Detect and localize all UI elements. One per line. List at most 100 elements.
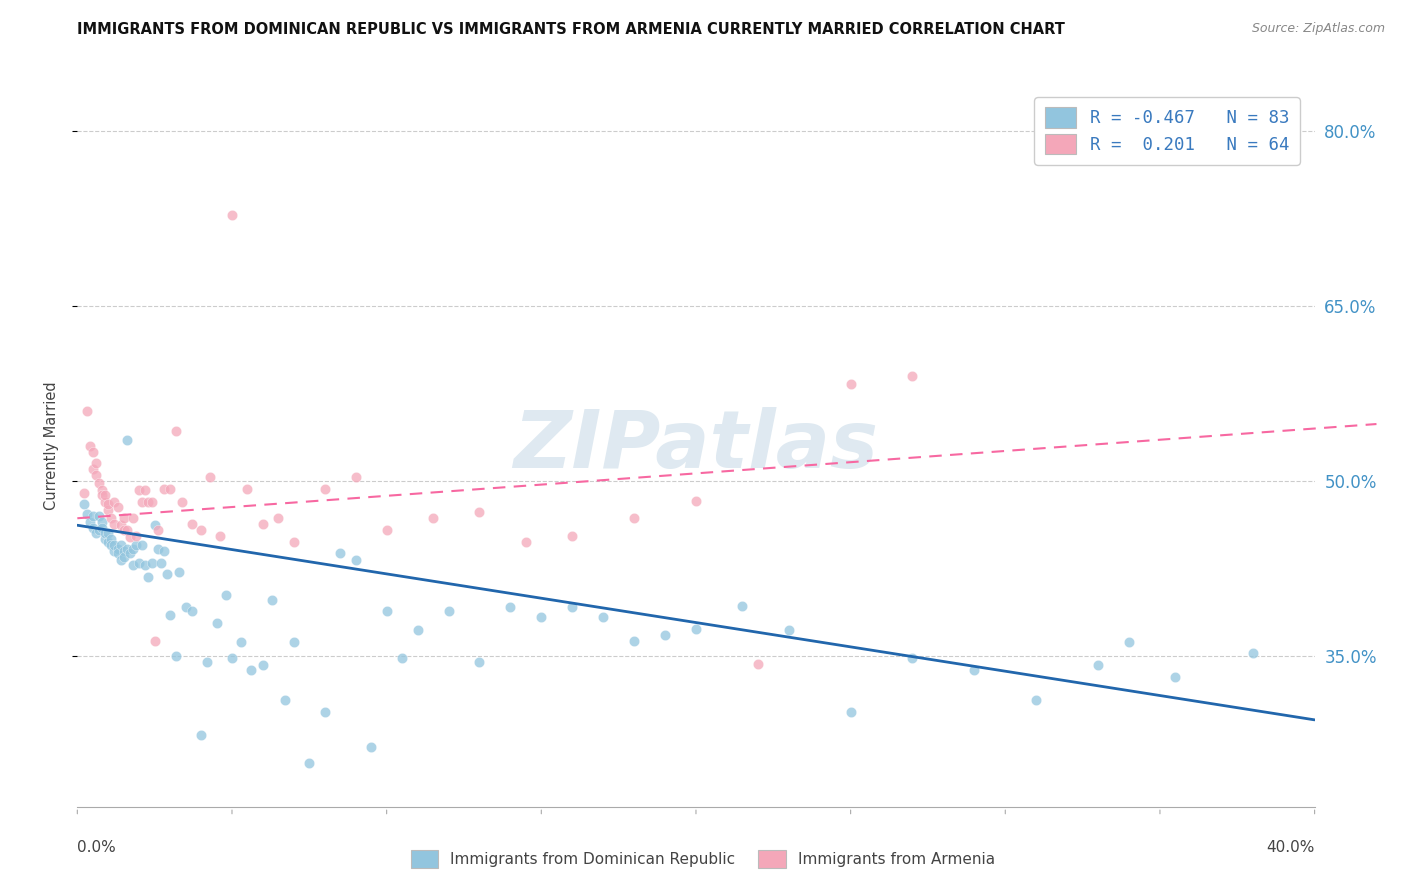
Point [131, 538, 153, 552]
Point [1087, 658, 1109, 673]
Point [200, 470, 222, 484]
Point [685, 493, 707, 508]
Point [84, 457, 107, 471]
Point [839, 377, 862, 392]
Point [91, 483, 114, 498]
Point [159, 482, 181, 496]
Point [190, 728, 212, 742]
Point [468, 505, 491, 519]
Point [82, 508, 104, 523]
Point [110, 538, 132, 552]
Point [375, 605, 398, 619]
Point [329, 546, 352, 560]
Point [118, 530, 141, 544]
Point [169, 565, 191, 579]
Point [437, 605, 460, 619]
Point [406, 623, 429, 637]
Point [107, 546, 129, 560]
Point [115, 523, 138, 537]
Point [125, 538, 148, 552]
Point [94, 533, 117, 547]
Point [107, 541, 129, 556]
Point [180, 605, 202, 619]
Point [515, 534, 537, 549]
Point [82, 520, 104, 534]
Point [283, 534, 305, 549]
Point [499, 599, 522, 614]
Point [79, 439, 101, 453]
Point [91, 515, 114, 529]
Point [141, 495, 163, 509]
Point [94, 488, 117, 502]
Point [623, 633, 645, 648]
Point [128, 556, 150, 570]
Point [273, 693, 295, 707]
Point [97, 526, 120, 541]
Point [94, 526, 117, 541]
Point [530, 610, 553, 624]
Point [901, 651, 924, 665]
Point [146, 523, 169, 537]
Point [262, 592, 284, 607]
Point [561, 599, 583, 614]
Point [314, 482, 336, 496]
Point [134, 558, 156, 572]
Text: 40.0%: 40.0% [1267, 839, 1315, 855]
Text: 0.0%: 0.0% [77, 839, 117, 855]
Point [963, 663, 986, 677]
Y-axis label: Currently Married: Currently Married [44, 382, 59, 510]
Point [839, 705, 862, 719]
Point [103, 544, 125, 558]
Point [122, 511, 145, 525]
Point [205, 616, 228, 631]
Point [125, 529, 148, 543]
Point [146, 541, 169, 556]
Point [252, 658, 274, 673]
Point [97, 497, 120, 511]
Point [141, 556, 163, 570]
Point [298, 756, 321, 770]
Point [731, 599, 754, 613]
Point [468, 655, 491, 669]
Point [391, 651, 413, 665]
Point [239, 663, 262, 677]
Point [138, 569, 160, 583]
Point [143, 633, 166, 648]
Point [1164, 670, 1187, 684]
Point [375, 523, 398, 537]
Point [283, 634, 305, 648]
Point [1025, 693, 1047, 707]
Point [82, 462, 104, 476]
Point [208, 529, 231, 543]
Point [82, 445, 104, 459]
Point [654, 628, 676, 642]
Point [94, 495, 117, 509]
Point [138, 495, 160, 509]
Point [97, 503, 120, 517]
Point [174, 599, 197, 614]
Point [1118, 634, 1140, 648]
Point [685, 622, 707, 636]
Point [91, 488, 114, 502]
Point [623, 511, 645, 525]
Point [153, 544, 176, 558]
Point [115, 541, 138, 556]
Point [901, 369, 924, 384]
Point [165, 424, 187, 438]
Text: ZIPatlas: ZIPatlas [513, 407, 879, 485]
Point [79, 515, 101, 529]
Point [100, 533, 122, 547]
Point [172, 495, 194, 509]
Point [122, 541, 145, 556]
Point [149, 556, 172, 570]
Point [91, 520, 114, 534]
Point [221, 651, 243, 665]
Point [215, 588, 238, 602]
Point [112, 523, 135, 537]
Point [344, 553, 367, 567]
Point [159, 607, 181, 622]
Point [112, 511, 135, 525]
Point [76, 404, 98, 418]
Point [143, 518, 166, 533]
Point [1241, 647, 1264, 661]
